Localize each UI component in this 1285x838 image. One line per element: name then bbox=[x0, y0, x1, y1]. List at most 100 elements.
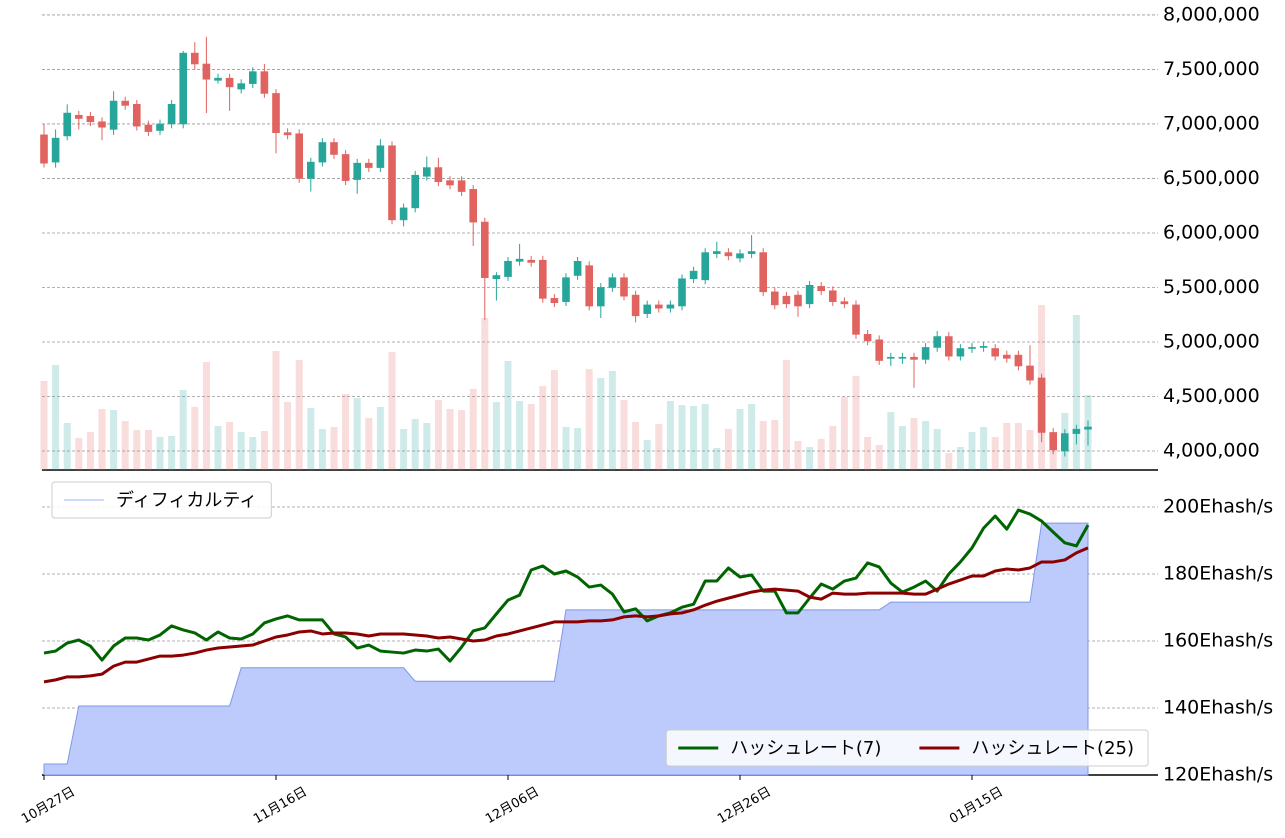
y-tick-label: 5,000,000 bbox=[1163, 330, 1260, 352]
volume-bar bbox=[574, 428, 582, 470]
volume-bar bbox=[875, 445, 883, 470]
candle-body bbox=[852, 304, 860, 335]
volume-bar bbox=[748, 404, 756, 470]
volume-bar bbox=[133, 430, 141, 470]
candle-body bbox=[63, 112, 72, 137]
volume-bar bbox=[52, 365, 60, 470]
candle-body bbox=[156, 123, 164, 131]
volume-bar bbox=[144, 430, 152, 470]
volume-bar bbox=[121, 421, 129, 470]
candle-body bbox=[237, 83, 245, 90]
candle-body bbox=[805, 284, 814, 305]
volume-bar bbox=[1049, 447, 1057, 470]
candle-body bbox=[75, 114, 83, 119]
candle-body bbox=[202, 63, 211, 80]
volume-bar bbox=[411, 419, 419, 470]
candle-body bbox=[736, 253, 744, 259]
legend-box bbox=[51, 481, 272, 519]
candle-body bbox=[724, 252, 733, 257]
volume-bar bbox=[272, 351, 280, 470]
hashrate-line bbox=[43, 546, 1089, 684]
y-tick-label: 160Ehash/s bbox=[1163, 630, 1273, 652]
candle-body bbox=[944, 336, 953, 357]
x-tick-label: 11月16日 bbox=[251, 785, 310, 828]
candle-body bbox=[875, 339, 884, 361]
volume-bar bbox=[794, 441, 802, 470]
legend-box bbox=[665, 729, 1149, 767]
volume-bar bbox=[376, 407, 384, 470]
candle-body bbox=[225, 77, 234, 88]
candle-body bbox=[364, 162, 373, 168]
volume-bar bbox=[1014, 423, 1022, 470]
volume-bar bbox=[620, 400, 628, 470]
y-tick-label: 4,000,000 bbox=[1163, 439, 1260, 461]
volume-bar bbox=[713, 448, 721, 470]
y-tick-label: 200Ehash/s bbox=[1163, 496, 1273, 518]
candle-body bbox=[469, 189, 478, 223]
y-tick-label: 120Ehash/s bbox=[1163, 764, 1273, 786]
candle-body bbox=[179, 52, 187, 125]
volume-bar bbox=[527, 404, 535, 470]
candle-body bbox=[515, 258, 524, 262]
volume-bar bbox=[945, 453, 953, 470]
candle-body bbox=[446, 180, 454, 186]
candle-body bbox=[666, 304, 675, 309]
volume-bar bbox=[202, 362, 210, 470]
volume-bar bbox=[852, 376, 860, 470]
candle-body bbox=[921, 347, 930, 360]
volume-bar bbox=[597, 378, 605, 470]
volume-bar bbox=[365, 418, 373, 470]
difficulty-area bbox=[43, 522, 1089, 776]
volume-bar bbox=[956, 447, 964, 470]
legend: ディフィカルティ bbox=[51, 481, 272, 519]
volume-bar bbox=[40, 381, 48, 470]
volume-bar bbox=[585, 369, 593, 470]
candle-body bbox=[643, 304, 652, 314]
volume-bar bbox=[736, 409, 744, 470]
y-tick-label: 6,000,000 bbox=[1163, 221, 1260, 243]
volume-bar bbox=[249, 437, 257, 470]
volume-bar bbox=[307, 408, 315, 470]
legend-label: ハッシュレート(7) bbox=[730, 738, 881, 759]
volume-bar bbox=[608, 371, 616, 470]
volume-bar bbox=[1072, 315, 1080, 470]
volume-bar bbox=[922, 421, 930, 470]
candle-body bbox=[608, 277, 617, 288]
volume-bar bbox=[318, 429, 326, 470]
volume-bar bbox=[434, 400, 442, 470]
candle-body bbox=[550, 298, 559, 304]
candle-body bbox=[144, 124, 153, 132]
candle-body bbox=[991, 348, 1000, 357]
candle-body bbox=[654, 304, 663, 309]
candle-body bbox=[167, 104, 176, 125]
candle-body bbox=[399, 207, 408, 221]
volume-bar bbox=[701, 404, 709, 470]
candle-body bbox=[1049, 432, 1057, 451]
candle-body bbox=[388, 145, 396, 221]
candle-body bbox=[840, 301, 849, 305]
y-tick-label: 140Ehash/s bbox=[1163, 697, 1273, 719]
volume-bar bbox=[469, 389, 477, 470]
volume-bar bbox=[898, 426, 906, 470]
candle-body bbox=[562, 277, 570, 302]
volume-bar bbox=[214, 426, 222, 470]
candle-body bbox=[341, 154, 350, 181]
candle-body bbox=[260, 71, 269, 94]
volume-bar bbox=[226, 422, 234, 470]
volume-bar bbox=[179, 390, 187, 470]
candle-body bbox=[933, 336, 942, 348]
candle-body bbox=[376, 145, 385, 168]
candle-body bbox=[1061, 433, 1069, 452]
candle-body bbox=[828, 290, 837, 302]
volume-bar bbox=[504, 361, 512, 470]
volume-bar bbox=[156, 437, 164, 470]
candle-body bbox=[701, 252, 710, 281]
volume-bar bbox=[655, 424, 663, 470]
candle-body bbox=[1002, 354, 1011, 359]
candle-body bbox=[318, 142, 327, 163]
volume-bar bbox=[771, 420, 779, 470]
candle-body bbox=[910, 356, 918, 360]
candle-body bbox=[306, 161, 315, 179]
volume-bar bbox=[980, 427, 988, 470]
